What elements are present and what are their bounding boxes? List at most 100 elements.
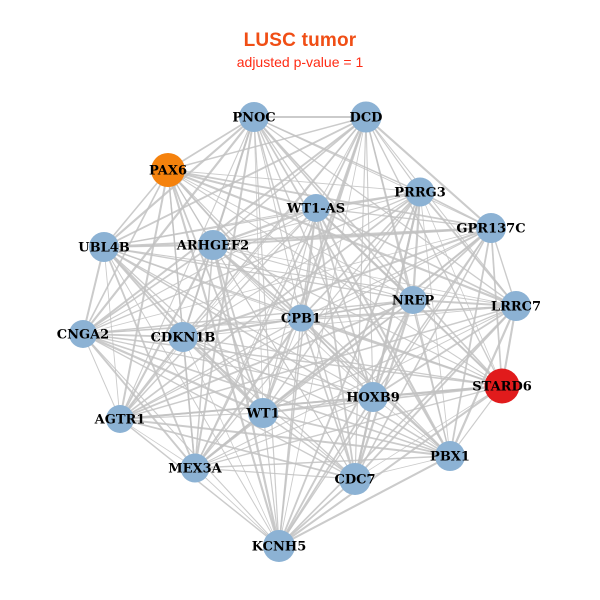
graph-edge — [103, 246, 121, 420]
graph-edge — [372, 305, 517, 398]
graph-node-stard6: STARD6 — [472, 368, 532, 404]
graph-edge — [315, 207, 492, 229]
graph-edge — [82, 332, 264, 415]
graph-edge — [365, 116, 492, 229]
graph-edge — [300, 317, 374, 398]
node-label: CPB1 — [281, 312, 321, 327]
graph-edge — [372, 396, 451, 457]
graph-edge — [119, 336, 184, 420]
graph-edge — [119, 396, 374, 420]
node-circle — [106, 405, 134, 433]
graph-edge — [119, 418, 280, 547]
graph-edge — [103, 246, 374, 398]
graph-edge — [315, 207, 517, 307]
graph-edge — [412, 298, 517, 308]
graph-edge — [212, 244, 414, 301]
graph-edge — [278, 191, 421, 547]
node-label: PNOC — [232, 111, 275, 126]
graph-edge — [119, 412, 264, 420]
graph-edge — [212, 227, 492, 246]
node-circle — [476, 213, 506, 243]
graph-node-cdc7: CDC7 — [334, 463, 376, 495]
graph-node-cnga2: CNGA2 — [57, 320, 109, 348]
node-label: AGTR1 — [94, 413, 146, 428]
graph-edge — [182, 336, 196, 469]
graph-edge — [167, 169, 492, 229]
graph-edge — [82, 333, 121, 420]
graph-edge — [82, 333, 356, 480]
graph-edge — [167, 169, 264, 414]
graph-edge — [262, 305, 517, 414]
graph-edge — [119, 418, 196, 469]
node-label: PRRG3 — [394, 186, 446, 201]
graph-node-nrep: NREP — [392, 286, 435, 314]
graph-edge — [82, 116, 255, 335]
graph-edge — [82, 169, 169, 335]
graph-edge — [354, 227, 492, 480]
graph-node-wt1-as: WT1-AS — [286, 194, 345, 222]
graph-edge — [194, 396, 374, 469]
graph-edge — [419, 191, 451, 457]
graph-edge — [315, 207, 451, 457]
graph-edge — [194, 299, 414, 469]
graph-edge — [103, 246, 517, 307]
graph-edge — [82, 333, 374, 398]
node-circle — [350, 101, 382, 133]
node-label: DCD — [350, 111, 383, 126]
node-circle — [180, 453, 210, 483]
node-circle — [287, 304, 315, 332]
graph-edge — [411, 191, 422, 301]
graph-edge — [354, 385, 503, 480]
graph-edge — [182, 336, 280, 547]
graph-edge — [278, 455, 451, 547]
graph-edge — [262, 317, 302, 414]
graph-edge — [365, 116, 451, 457]
graph-edge — [82, 244, 214, 335]
node-label: WT1-AS — [286, 202, 345, 217]
graph-edge — [119, 169, 169, 420]
graph-edge — [82, 333, 451, 457]
node-circle — [168, 322, 198, 352]
graph-node-wt1: WT1 — [245, 398, 280, 428]
graph-edge — [119, 116, 255, 420]
graph-node-cpb1: CPB1 — [281, 304, 321, 332]
graph-edge — [212, 206, 317, 247]
graph-edge — [262, 396, 374, 414]
graph-edge — [182, 336, 451, 457]
graph-edge — [253, 116, 280, 547]
graph-edge — [315, 207, 374, 398]
graph-edge — [212, 244, 517, 307]
graph-node-ubl4b: UBL4B — [78, 232, 130, 262]
graph-edge — [253, 116, 492, 229]
graph-node-pax6: PAX6 — [149, 153, 187, 187]
graph-edge — [354, 116, 367, 480]
graph-edge — [354, 455, 451, 480]
node-label: GPR137C — [456, 222, 525, 237]
graph-edge — [278, 305, 517, 547]
graph-edge — [278, 478, 356, 547]
node-circle — [198, 230, 228, 260]
graph-edge — [103, 246, 280, 547]
node-label: CDKN1B — [151, 331, 216, 346]
node-label: NREP — [392, 294, 435, 309]
graph-edge — [194, 191, 421, 469]
graph-edge — [167, 168, 317, 210]
graph-edge — [82, 333, 184, 338]
graph-edge — [82, 333, 196, 469]
graph-node-arhgef2: ARHGEF2 — [176, 230, 249, 260]
node-circle — [263, 530, 295, 562]
graph-node-lrrc7: LRRC7 — [491, 291, 541, 321]
graph-edge — [253, 116, 264, 414]
graph-edge — [448, 305, 518, 457]
node-circle — [69, 320, 97, 348]
graph-edge — [182, 336, 374, 398]
node-label: UBL4B — [78, 241, 130, 256]
graph-edge — [194, 455, 451, 469]
graph-edge — [365, 116, 374, 398]
node-circle — [339, 463, 371, 495]
graph-edge — [182, 336, 503, 387]
graph-edge — [103, 191, 421, 248]
node-label: MEX3A — [168, 462, 222, 477]
graph-edge — [194, 385, 503, 469]
